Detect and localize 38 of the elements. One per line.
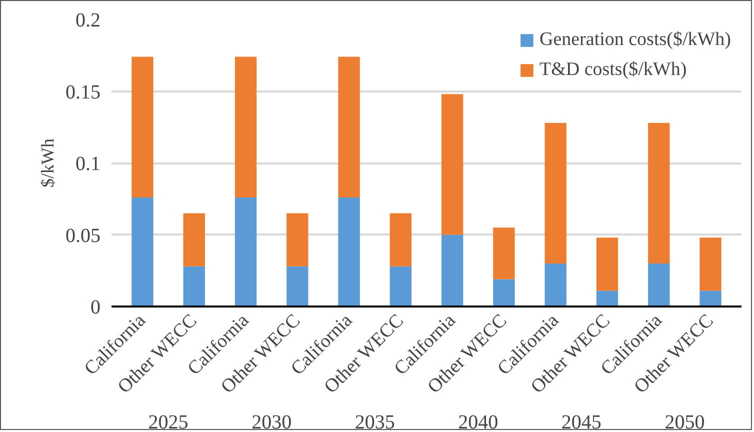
bar [700,238,722,291]
y-tick-label: 0.1 [76,153,100,175]
text: 2030 [252,412,292,432]
bar [183,213,205,266]
bar [700,290,722,306]
y-tick-label: 0.15 [66,81,100,104]
bar [441,234,464,306]
bar [234,197,257,306]
bar [596,290,618,306]
bar [390,266,412,306]
y-tick-label: 0.2 [76,10,100,32]
bar [544,263,566,306]
text: 2050 [664,412,705,432]
bar [183,266,205,306]
bar [234,56,257,198]
bar [441,94,464,235]
y-tick-label: 0.05 [66,224,100,247]
legend-label: Generation costs($/kWh) [539,29,731,51]
text: 2040 [458,412,498,432]
text: 2025 [148,412,188,432]
bar [132,197,154,306]
bar [132,56,154,198]
bar [286,213,308,266]
text: 2045 [561,412,602,432]
text: 2035 [354,412,395,432]
bar [286,266,308,306]
bar [390,213,412,266]
bar [648,122,670,264]
bar [596,238,618,291]
y-axis-title: $/kWh [38,138,58,188]
y-tick-label: 0 [90,296,100,318]
legend-label: T&D costs($/kWh) [539,59,687,81]
bar [544,122,566,264]
bar [338,56,360,198]
bar [338,197,360,306]
bar [493,279,515,306]
bar [648,263,670,306]
bar [493,228,515,280]
